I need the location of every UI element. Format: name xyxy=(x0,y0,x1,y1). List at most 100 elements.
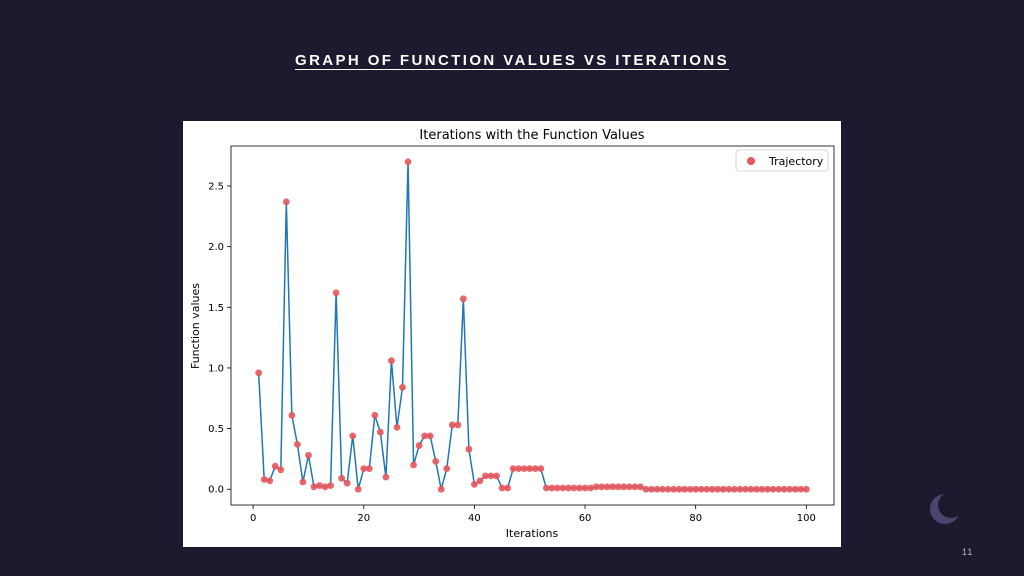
trajectory-point xyxy=(769,485,777,493)
trajectory-point xyxy=(642,485,650,493)
trajectory-point xyxy=(520,465,528,473)
trajectory-point xyxy=(592,483,600,491)
trajectory-point xyxy=(537,465,545,473)
trajectory-point xyxy=(703,485,711,493)
plot-area xyxy=(230,145,835,506)
trajectory-point xyxy=(255,369,263,377)
trajectory-point xyxy=(526,465,534,473)
trajectory-point xyxy=(371,411,379,419)
trajectory-point xyxy=(587,484,594,492)
trajectory-point xyxy=(459,295,467,303)
moon-icon xyxy=(930,494,960,524)
trajectory-point xyxy=(731,485,738,493)
trajectory-point xyxy=(548,484,556,492)
trajectory-point xyxy=(382,473,390,481)
trajectory-point xyxy=(454,421,462,429)
trajectory-point xyxy=(791,485,799,493)
trajectory-point xyxy=(288,411,296,419)
y-tick-label: 1.0 xyxy=(208,363,224,374)
trajectory-point xyxy=(515,465,523,473)
trajectory-point xyxy=(482,472,489,480)
trajectory-point xyxy=(692,485,700,493)
trajectory-point xyxy=(493,472,500,480)
trajectory-point xyxy=(780,485,788,493)
legend-label: Trajectory xyxy=(768,155,824,168)
y-axis-label: Function values xyxy=(189,283,202,369)
trajectory-point xyxy=(321,483,329,491)
x-tick-label: 80 xyxy=(689,513,702,524)
trajectory-point xyxy=(603,483,611,491)
trajectory-point xyxy=(293,440,301,448)
trajectory-point xyxy=(343,479,351,487)
trajectory-point xyxy=(570,484,578,492)
trajectory-point xyxy=(421,432,429,440)
trajectory-point xyxy=(271,462,279,470)
trajectory-point xyxy=(719,485,727,493)
trajectory-point xyxy=(598,483,606,491)
trajectory-point xyxy=(636,483,644,491)
trajectory-point xyxy=(266,477,274,485)
trajectory-point xyxy=(316,482,323,489)
trajectory-point xyxy=(310,483,318,491)
trajectory-point xyxy=(614,483,622,491)
trajectory-point xyxy=(509,465,517,473)
trajectory-point xyxy=(443,465,451,473)
trajectory-point xyxy=(775,485,783,493)
trajectory-point xyxy=(432,457,440,465)
x-tick-label: 100 xyxy=(797,513,816,524)
trajectory-point xyxy=(708,485,716,493)
trajectory-point xyxy=(531,465,539,473)
trajectory-point xyxy=(360,465,368,473)
trajectory-point xyxy=(581,484,589,492)
trajectory-point xyxy=(797,485,805,493)
y-tick-label: 1.5 xyxy=(208,303,224,314)
trajectory-point xyxy=(725,485,733,493)
trajectory-point xyxy=(487,472,495,480)
trajectory-point xyxy=(653,485,661,493)
trajectory-point xyxy=(354,485,362,493)
trajectory-point xyxy=(675,485,683,493)
trajectory-point xyxy=(260,476,268,483)
trajectory-point xyxy=(714,485,722,493)
trajectory-point xyxy=(686,485,694,493)
trajectory-point xyxy=(332,289,340,297)
trajectory-point xyxy=(415,442,423,449)
trajectory-point xyxy=(576,484,583,492)
trajectory-point xyxy=(465,445,473,453)
trajectory-point xyxy=(376,428,384,436)
trajectory-point xyxy=(471,480,478,488)
trajectory-point xyxy=(327,482,334,489)
trajectory-point xyxy=(299,478,307,486)
trajectory-point xyxy=(681,485,689,493)
trajectory-point xyxy=(742,485,749,493)
y-tick-label: 0.0 xyxy=(208,485,224,496)
trajectory-point xyxy=(620,483,628,491)
y-tick-label: 2.5 xyxy=(208,182,224,193)
trajectory-point xyxy=(758,485,766,493)
y-axis: 0.0 0.5 1.0 1.5 2.0 2.5 xyxy=(208,182,231,496)
trajectory-point xyxy=(625,483,633,491)
trajectory-point xyxy=(753,485,760,493)
trajectory-point xyxy=(802,485,810,493)
trajectory-point xyxy=(476,477,484,485)
trajectory-point xyxy=(282,198,290,206)
trajectory-point xyxy=(365,465,373,473)
trajectory-point xyxy=(277,466,285,474)
trajectory-point xyxy=(305,451,312,459)
trajectory-point xyxy=(659,485,666,493)
x-tick-label: 40 xyxy=(468,513,481,524)
trajectory-point xyxy=(426,432,434,440)
trajectory-point xyxy=(437,485,445,493)
legend-box xyxy=(735,149,829,172)
x-tick-label: 60 xyxy=(579,513,592,524)
trajectory-point xyxy=(498,484,506,492)
trajectory-point xyxy=(565,484,572,492)
trajectory-point xyxy=(553,484,561,492)
x-axis: 0 20 40 60 80 100 xyxy=(250,505,816,524)
trajectory-point xyxy=(697,485,705,493)
trajectory-point xyxy=(664,485,672,493)
chart-title: Iterations with the Function Values xyxy=(419,128,644,143)
y-tick-label: 0.5 xyxy=(208,424,224,435)
trajectory-point xyxy=(648,485,655,493)
page-number: 11 xyxy=(962,547,974,557)
